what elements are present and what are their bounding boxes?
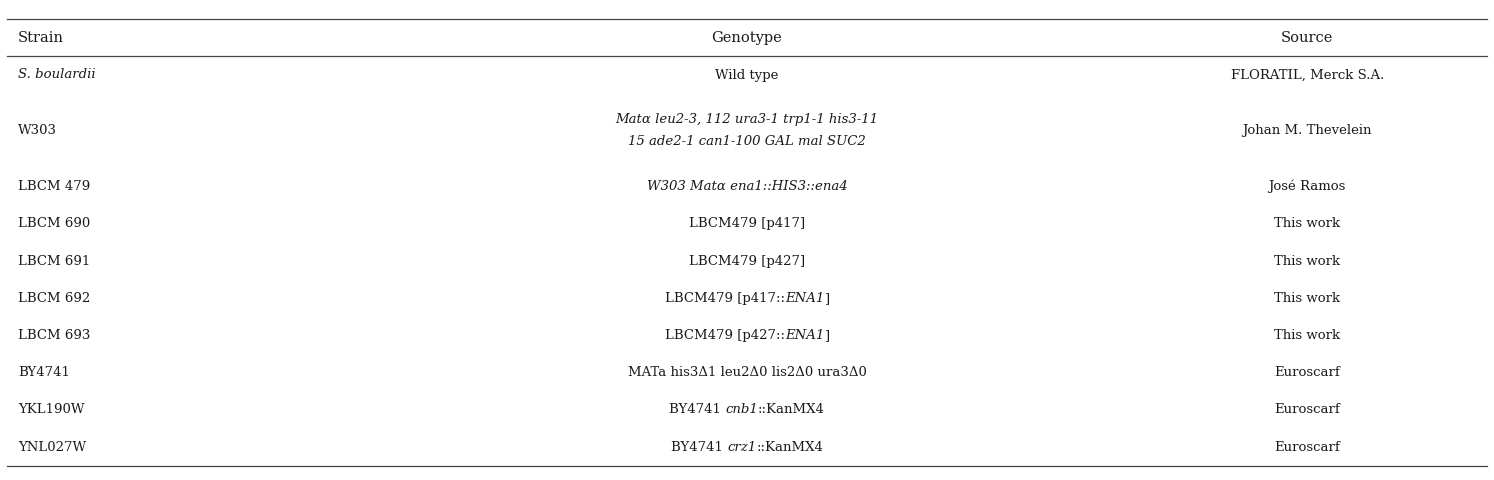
Text: ENA1: ENA1 bbox=[784, 292, 825, 305]
Text: cnb1: cnb1 bbox=[725, 403, 757, 416]
Text: LBCM 693: LBCM 693 bbox=[18, 329, 90, 342]
Text: Source: Source bbox=[1280, 31, 1334, 45]
Text: LBCM479 [p427]: LBCM479 [p427] bbox=[689, 254, 805, 267]
Text: This work: This work bbox=[1274, 329, 1340, 342]
Text: LBCM 479: LBCM 479 bbox=[18, 180, 90, 193]
Text: ENA1: ENA1 bbox=[784, 329, 825, 342]
Text: LBCM 690: LBCM 690 bbox=[18, 217, 90, 230]
Text: Euroscarf: Euroscarf bbox=[1274, 366, 1340, 379]
Text: Matα leu2-3, 112 ura3-1 trp1-1 his3-11: Matα leu2-3, 112 ura3-1 trp1-1 his3-11 bbox=[616, 113, 878, 126]
Text: YKL190W: YKL190W bbox=[18, 403, 85, 416]
Text: LBCM 691: LBCM 691 bbox=[18, 254, 90, 267]
Text: José Ramos: José Ramos bbox=[1268, 180, 1346, 193]
Text: YNL027W: YNL027W bbox=[18, 441, 87, 454]
Text: 15 ade2-1 can1-100 GAL mal SUC2: 15 ade2-1 can1-100 GAL mal SUC2 bbox=[627, 135, 867, 148]
Text: crz1: crz1 bbox=[728, 441, 756, 454]
Text: Euroscarf: Euroscarf bbox=[1274, 441, 1340, 454]
Text: ]: ] bbox=[825, 292, 829, 305]
Text: ]: ] bbox=[825, 329, 829, 342]
Text: BY4741: BY4741 bbox=[671, 441, 728, 454]
Text: This work: This work bbox=[1274, 217, 1340, 230]
Text: This work: This work bbox=[1274, 254, 1340, 267]
Text: ::KanMX4: ::KanMX4 bbox=[757, 403, 825, 416]
Text: W303 Matα ena1::HIS3::ena4: W303 Matα ena1::HIS3::ena4 bbox=[647, 180, 847, 193]
Text: LBCM479 [p427::: LBCM479 [p427:: bbox=[665, 329, 784, 342]
Text: LBCM479 [p417::: LBCM479 [p417:: bbox=[665, 292, 784, 305]
Text: MATa his3Δ1 leu2Δ0 lis2Δ0 ura3Δ0: MATa his3Δ1 leu2Δ0 lis2Δ0 ura3Δ0 bbox=[627, 366, 867, 379]
Text: BY4741: BY4741 bbox=[18, 366, 70, 379]
Text: Strain: Strain bbox=[18, 31, 64, 45]
Text: FLORATIL, Merck S.A.: FLORATIL, Merck S.A. bbox=[1231, 69, 1383, 82]
Text: LBCM 692: LBCM 692 bbox=[18, 292, 90, 305]
Text: ::KanMX4: ::KanMX4 bbox=[756, 441, 823, 454]
Text: Wild type: Wild type bbox=[716, 69, 778, 82]
Text: Johan M. Thevelein: Johan M. Thevelein bbox=[1243, 124, 1371, 137]
Text: BY4741: BY4741 bbox=[669, 403, 725, 416]
Text: Genotype: Genotype bbox=[711, 31, 783, 45]
Text: This work: This work bbox=[1274, 292, 1340, 305]
Text: Euroscarf: Euroscarf bbox=[1274, 403, 1340, 416]
Text: S. boulardii: S. boulardii bbox=[18, 69, 96, 82]
Text: W303: W303 bbox=[18, 124, 57, 137]
Text: LBCM479 [p417]: LBCM479 [p417] bbox=[689, 217, 805, 230]
